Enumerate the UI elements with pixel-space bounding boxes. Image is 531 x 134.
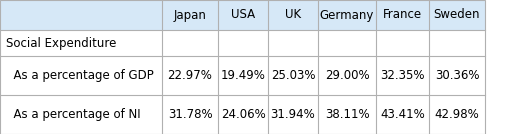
Bar (0, 30, 485, 56)
Text: 30.36%: 30.36% (435, 69, 479, 82)
Text: Germany: Germany (320, 8, 374, 21)
Text: France: France (383, 8, 422, 21)
Text: 32.35%: 32.35% (380, 69, 425, 82)
Bar (0, 56, 485, 95)
Text: As a percentage of NI: As a percentage of NI (6, 108, 141, 121)
Text: USA: USA (231, 8, 255, 21)
Text: 24.06%: 24.06% (220, 108, 266, 121)
Text: Social Expenditure: Social Expenditure (6, 36, 116, 49)
Text: 31.94%: 31.94% (271, 108, 315, 121)
Text: 29.00%: 29.00% (324, 69, 370, 82)
Text: 42.98%: 42.98% (435, 108, 479, 121)
Text: 22.97%: 22.97% (168, 69, 212, 82)
Text: 31.78%: 31.78% (168, 108, 212, 121)
Text: UK: UK (285, 8, 301, 21)
Text: As a percentage of GDP: As a percentage of GDP (6, 69, 154, 82)
Text: Sweden: Sweden (434, 8, 480, 21)
Text: Japan: Japan (174, 8, 207, 21)
Bar (0, 0, 485, 30)
Bar (0, 95, 485, 134)
Text: 25.03%: 25.03% (271, 69, 315, 82)
Text: 38.11%: 38.11% (324, 108, 370, 121)
Text: 43.41%: 43.41% (380, 108, 425, 121)
Text: 19.49%: 19.49% (220, 69, 266, 82)
